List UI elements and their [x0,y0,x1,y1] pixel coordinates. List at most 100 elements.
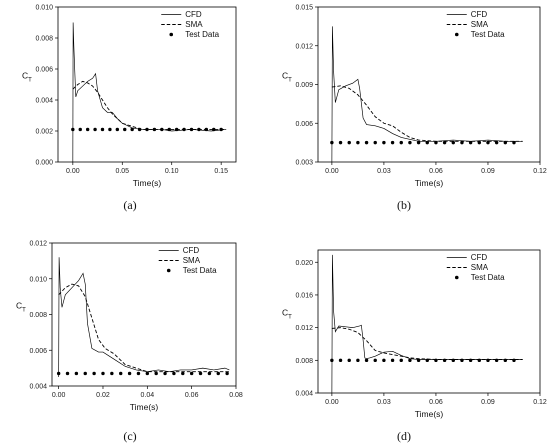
test-data-point [434,358,438,363]
test-data-point [460,140,464,145]
test-data-point [330,140,334,145]
legend-label-test-data: Test Data [471,30,505,39]
test-data-point [512,140,516,145]
legend-label-test-data: Test Data [183,266,217,275]
test-data-point [408,140,412,145]
y-tick-label: 0.016 [295,292,313,299]
legend-label-sma: SMA [471,20,489,29]
y-tick-label: 0.009 [295,82,313,89]
test-data-point [189,371,194,376]
x-tick-label: 0.05 [115,168,129,175]
test-data-point [442,140,447,145]
test-data-point [364,358,369,363]
test-data-point [399,358,403,363]
series-sma-line [58,283,230,373]
test-data-point [110,371,114,376]
panel-caption: (a) [123,198,136,212]
test-data-point [145,371,150,376]
test-data-point [115,127,120,132]
y-tick-label: 0.004 [295,391,313,398]
x-axis-title: Time(s) [415,178,444,188]
test-data-point [503,358,508,363]
test-data-point [174,127,179,132]
test-data-point [127,371,132,376]
test-data-point [172,371,176,376]
x-tick-label: 0.12 [533,168,547,175]
x-tick-label: 0.03 [377,168,391,175]
test-data-point [338,358,343,363]
test-data-point [152,127,157,132]
test-data-point [364,140,369,145]
x-tick-label: 0.06 [185,392,199,399]
test-data-point [167,127,171,132]
test-data-point [92,371,96,376]
test-data-point [460,358,464,363]
test-data-point [119,371,123,376]
x-tick-label: 0.03 [377,399,391,406]
x-tick-label: 0.15 [214,168,228,175]
test-data-point [65,371,70,376]
test-data-point [390,140,395,145]
panel-c: 0.00 0.02 0.04 0.06 0.08 0.004 0.006 0.008 0.010… [16,241,243,444]
test-data-point [468,358,473,363]
test-data-point [216,371,220,376]
panel-caption: (d) [397,429,411,443]
y-tick-label: 0.012 [295,325,313,332]
y-axis-title: CT [282,71,292,84]
test-data-point [503,140,508,145]
test-data-point [56,371,61,376]
test-data-point [382,140,386,145]
panel-a: 0.00 0.05 0.10 0.15 0.000 0.002 0.004 0.006 0.00… [22,5,237,212]
x-tick-label: 0.00 [325,399,339,406]
test-data-point [408,358,412,363]
test-data-point [78,127,82,132]
test-data-point [154,371,158,376]
test-data-point [100,127,105,132]
test-data-point [204,127,209,132]
y-axis-title: CT [16,301,26,314]
legend-marker-test-data [454,275,459,280]
test-data-point [137,127,142,132]
test-data-point [382,358,386,363]
test-data-point [219,127,223,132]
y-tick-label: 0.008 [29,312,47,319]
legend-marker-test-data [169,32,174,37]
y-tick-label: 0.002 [35,129,53,136]
test-data-point [451,140,455,145]
test-data-point [123,127,127,132]
test-data-point [512,358,516,363]
test-data-point [373,358,377,363]
x-tick-label: 0.09 [481,399,495,406]
x-tick-label: 0.00 [325,168,339,175]
series-test-data [330,140,516,145]
y-axis-title: CT [22,71,32,84]
series-cfd-line [72,22,227,162]
test-data-point [108,127,112,132]
test-data-point [101,371,105,376]
test-data-point [356,358,360,363]
test-data-point [477,140,481,145]
series-sma-line [72,80,227,130]
test-data-point [373,140,377,145]
test-data-point [338,140,343,145]
legend-marker-test-data [166,268,171,273]
legend-label-test-data: Test Data [471,273,505,282]
x-tick-label: 0.02 [96,392,110,399]
test-data-point [494,358,499,363]
y-tick-label: 0.006 [29,348,47,355]
test-data-point [330,358,334,363]
x-tick-label: 0.00 [66,168,80,175]
test-data-point [198,371,203,376]
series-test-data [71,127,223,132]
x-tick-label: 0.04 [141,392,155,399]
legend-label-sma: SMA [471,263,489,272]
y-tick-label: 0.010 [29,276,47,283]
test-data-point [347,140,351,145]
series-test-data [56,371,229,376]
y-tick-label: 0.020 [295,260,313,267]
panel-d: 0.00 0.03 0.06 0.09 0.12 0.004 0.008 0.012 0.016… [282,249,547,443]
test-data-point [181,371,185,376]
test-data-point [212,127,216,132]
